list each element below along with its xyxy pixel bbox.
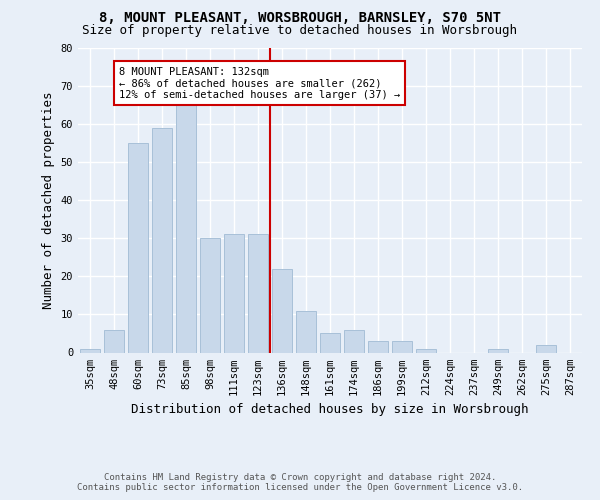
Bar (392, 341, 412, 352)
Bar (152, 128, 172, 352)
Text: 8, MOUNT PLEASANT, WORSBROUGH, BARNSLEY, S70 5NT: 8, MOUNT PLEASANT, WORSBROUGH, BARNSLEY,… (99, 11, 501, 25)
Bar (536, 345, 556, 352)
Bar (176, 97, 196, 352)
Bar (128, 143, 148, 352)
Bar (416, 348, 436, 352)
Bar (80, 348, 100, 352)
Bar (344, 330, 364, 352)
Y-axis label: Number of detached properties: Number of detached properties (42, 91, 55, 308)
Bar (200, 238, 220, 352)
Bar (104, 330, 124, 352)
X-axis label: Distribution of detached houses by size in Worsbrough: Distribution of detached houses by size … (131, 403, 529, 416)
Text: Size of property relative to detached houses in Worsbrough: Size of property relative to detached ho… (83, 24, 517, 37)
Bar (272, 268, 292, 352)
Bar (488, 348, 508, 352)
Bar (368, 341, 388, 352)
Bar (296, 310, 316, 352)
Text: Contains HM Land Registry data © Crown copyright and database right 2024.
Contai: Contains HM Land Registry data © Crown c… (77, 473, 523, 492)
Bar (248, 234, 268, 352)
Text: 8 MOUNT PLEASANT: 132sqm
← 86% of detached houses are smaller (262)
12% of semi-: 8 MOUNT PLEASANT: 132sqm ← 86% of detach… (119, 66, 400, 100)
Bar (320, 334, 340, 352)
Bar (224, 234, 244, 352)
